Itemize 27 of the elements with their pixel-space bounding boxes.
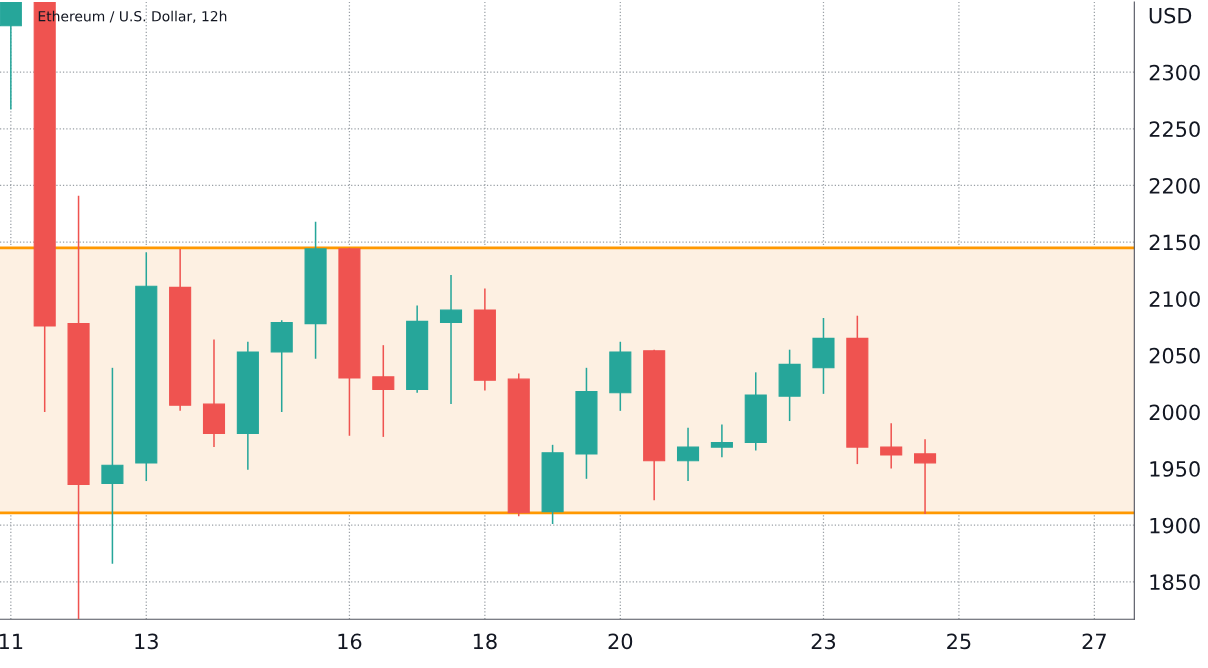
candlestick bbox=[676, 427, 700, 482]
y-axis-title: USD bbox=[1149, 7, 1192, 24]
x-tick-label: 27 bbox=[1082, 633, 1106, 649]
x-tick-label: 11 bbox=[0, 633, 23, 649]
candlestick bbox=[101, 367, 124, 565]
y-tick-label: 1900 bbox=[1150, 517, 1200, 534]
candlestick bbox=[0, 2, 22, 111]
y-tick-label: 2200 bbox=[1149, 177, 1200, 194]
y-tick-label: 2250 bbox=[1149, 121, 1200, 138]
x-tick-label: 23 bbox=[811, 633, 836, 650]
y-tick-label: 1950 bbox=[1150, 461, 1200, 477]
y-tick-label: 1850 bbox=[1150, 574, 1200, 591]
y-tick-label: 2150 bbox=[1149, 234, 1200, 251]
candlestick bbox=[710, 423, 733, 459]
y-tick-label: 2050 bbox=[1149, 347, 1200, 364]
x-tick-label: 16 bbox=[338, 633, 362, 650]
y-tick-label: 2300 bbox=[1149, 64, 1200, 81]
x-tick-label: 13 bbox=[135, 633, 158, 650]
candlestick bbox=[439, 274, 463, 405]
candlestick bbox=[880, 422, 903, 470]
y-tick-label: 2000 bbox=[1149, 404, 1200, 421]
candlestick bbox=[372, 344, 395, 438]
y-tick-label: 2100 bbox=[1149, 291, 1200, 307]
candlestick bbox=[914, 438, 937, 515]
x-tick-label: 25 bbox=[947, 633, 971, 650]
x-tick-label: 18 bbox=[473, 633, 497, 650]
x-tick-label: 20 bbox=[608, 633, 633, 650]
